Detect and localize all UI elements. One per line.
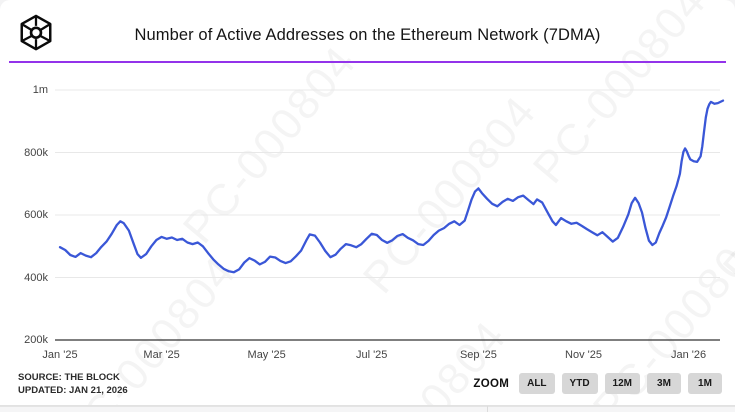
y-axis-label: 200k: [24, 334, 48, 346]
x-axis-label: Sep '25: [459, 349, 497, 361]
x-axis-label: Jan '25: [42, 349, 78, 361]
data-line-active-addresses: [58, 99, 725, 274]
updated-label: UPDATED: JAN 21, 2026: [18, 385, 128, 396]
zoom-button-12m[interactable]: 12M: [604, 373, 640, 394]
zoom-button-1m[interactable]: 1M: [688, 373, 722, 394]
line-chart-plot-area[interactable]: [0, 79, 735, 342]
strip-divider: [487, 406, 488, 412]
x-axis-label: May '25: [247, 349, 286, 361]
page-background-strip: [0, 406, 735, 412]
zoom-button-ytd[interactable]: YTD: [561, 373, 598, 394]
zoom-label: ZOOM: [473, 377, 510, 390]
x-axis-label: Jul '25: [355, 349, 388, 361]
chart-title: Number of Active Addresses on the Ethere…: [134, 26, 601, 44]
y-axis-label: 1m: [32, 84, 48, 96]
x-axis-label: Nov '25: [565, 349, 602, 361]
header-accent-rule: [9, 61, 726, 63]
y-axis-label: 400k: [24, 271, 48, 284]
chart-footer: SOURCE: THE BLOCK UPDATED: JAN 21, 2026: [18, 371, 128, 397]
y-axis-label: 800k: [24, 146, 48, 159]
zoom-button-3m[interactable]: 3M: [647, 373, 681, 394]
zoom-button-all[interactable]: ALL: [519, 373, 555, 394]
zoom-controls: ZOOM ALL YTD 12M 3M 1M: [473, 373, 722, 394]
x-axis-label: Jan '26: [670, 349, 707, 361]
y-axis-label: 600k: [24, 209, 48, 221]
x-axis-label: Mar '25: [143, 349, 180, 361]
the-block-logo-icon: [20, 14, 52, 51]
source-label: SOURCE: THE BLOCK: [18, 372, 120, 383]
